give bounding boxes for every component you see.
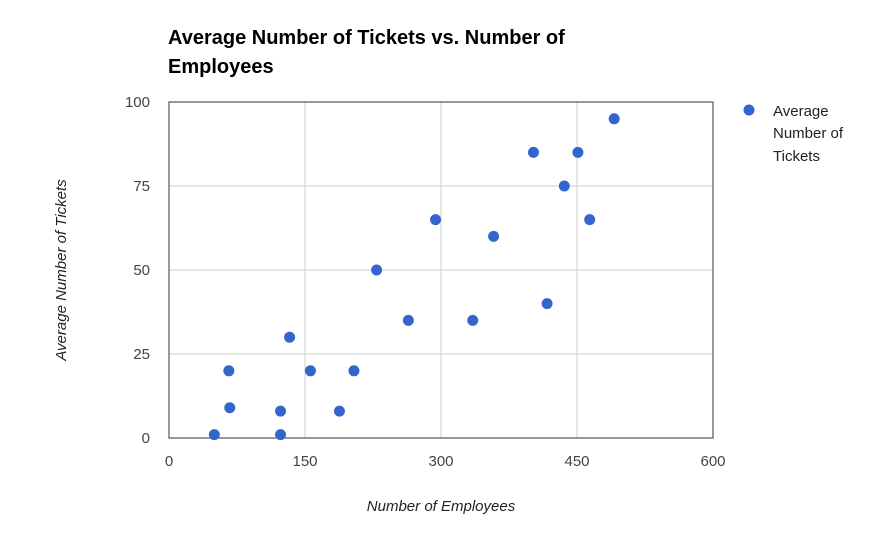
data-point: [608, 113, 620, 125]
data-point: [224, 402, 236, 414]
y-tick-label: 75: [133, 178, 150, 195]
data-point: [223, 365, 235, 377]
data-point: [541, 298, 553, 310]
data-point: [402, 314, 414, 326]
y-tick-label: 50: [133, 262, 150, 279]
y-axis-title: Average Number of Tickets: [53, 179, 70, 362]
y-tick-label: 25: [133, 346, 150, 363]
x-tick-label: 300: [428, 453, 453, 470]
chart-title: Average Number of Tickets vs. Number of …: [168, 27, 565, 78]
y-tick-label: 0: [142, 430, 150, 447]
chart-title-line-2: Employees: [168, 56, 274, 78]
x-axis-ticks: 0 150 300 450 600: [165, 453, 726, 470]
data-point: [467, 314, 479, 326]
data-point: [527, 146, 539, 158]
data-points: [208, 113, 620, 441]
y-axis-ticks: 0 25 50 75 100: [125, 94, 150, 447]
x-tick-label: 150: [292, 453, 317, 470]
x-tick-label: 0: [165, 453, 173, 470]
data-point: [304, 365, 316, 377]
data-point: [371, 264, 383, 276]
legend: Average Number of Tickets: [743, 103, 844, 165]
data-point: [558, 180, 570, 192]
x-tick-label: 600: [700, 453, 725, 470]
legend-label-line-1: Average: [773, 103, 829, 120]
legend-label-line-2: Number of: [773, 125, 844, 142]
data-point: [333, 405, 345, 417]
data-point: [488, 230, 500, 242]
y-tick-label: 100: [125, 94, 150, 111]
data-point: [430, 214, 442, 226]
data-point: [275, 405, 287, 417]
legend-label-line-3: Tickets: [773, 148, 820, 165]
x-axis-title: Number of Employees: [367, 498, 516, 515]
chart-title-line-1: Average Number of Tickets vs. Number of: [168, 27, 565, 49]
gridlines: [169, 102, 713, 438]
data-point: [348, 365, 360, 377]
legend-marker: [743, 104, 755, 116]
data-point: [275, 429, 287, 441]
data-point: [208, 429, 220, 441]
data-point: [572, 146, 584, 158]
plot-area: [168, 101, 714, 439]
x-tick-label: 450: [564, 453, 589, 470]
data-point: [584, 214, 596, 226]
data-point: [284, 331, 296, 343]
